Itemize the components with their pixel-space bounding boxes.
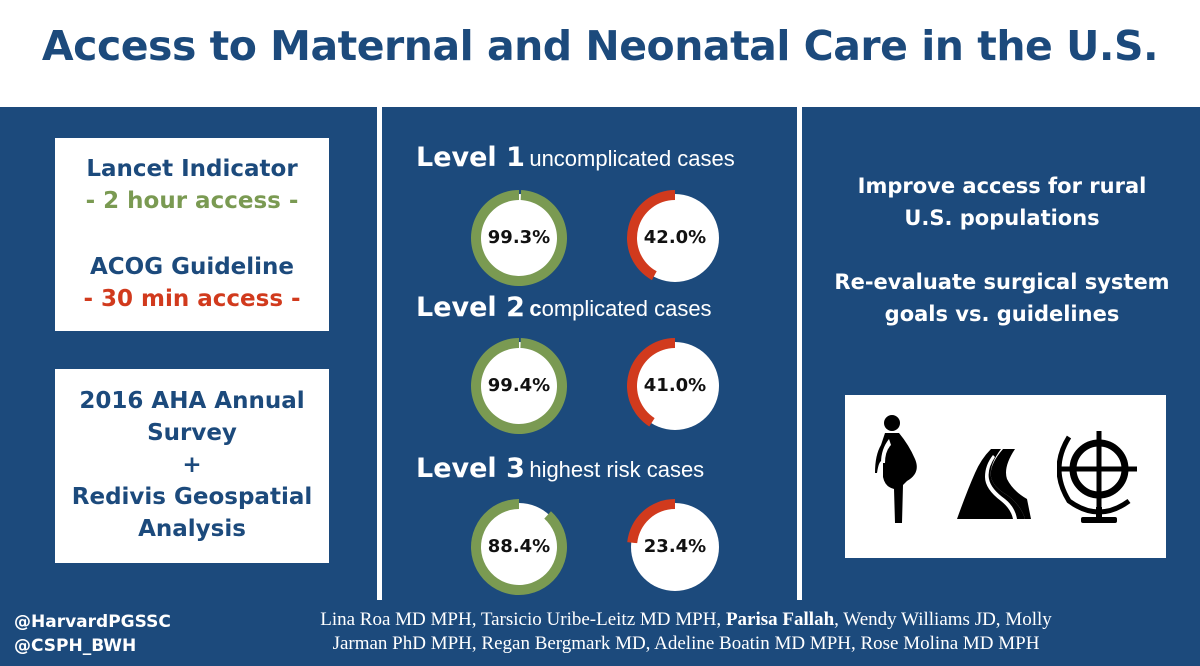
level-3-thirty-min-ring-svg [627,499,719,591]
data-source-plus: + [182,452,202,478]
level-2-thirty-min-ring-svg [627,338,719,430]
level-3-thirty-min-ring: 23.4% [622,494,728,600]
ring-face [475,503,563,591]
level-2-heading: Level 2 complicated cases [416,292,712,323]
data-sources-card: 2016 AHA Annual Survey + Redivis Geospat… [55,369,329,563]
level-3-description: highest risk cases [529,457,705,482]
data-source-line-3: Redivis Geospatial [71,484,313,510]
recommendation-2-line-1: Re-evaluate surgical system [834,270,1170,294]
level-2-thirty-min-arc [627,338,675,427]
column-divider-left [377,107,382,600]
level-3-two-hour-ring-svg [471,499,567,595]
level-1-thirty-min-arc [627,190,675,281]
acog-guideline-label: ACOG Guideline [89,254,295,280]
level-1-heading: Level 1 uncomplicated cases [416,142,735,173]
level-2-description: complicated cases [529,296,711,321]
title-bar: Access to Maternal and Neonatal Care in … [0,0,1200,107]
icon-box [845,395,1166,558]
data-source-line-2: Survey [147,420,237,446]
level-1-label: Level 1 [416,142,525,173]
data-source-line-4: Analysis [138,516,246,542]
ring-face [631,503,719,591]
level-3-heading: Level 3 highest risk cases [416,453,704,484]
acog-access-value: - 30 min access - [83,286,301,312]
level-1-thirty-min-ring: 42.0% [622,185,728,291]
ring-face [631,342,719,430]
recommendation-reevaluate: Re-evaluate surgical system goals vs. gu… [812,266,1192,330]
level-2-thirty-min-ring: 41.0% [622,333,728,439]
level-3-thirty-min-value: 23.4% [643,536,707,557]
level-1-thirty-min-ring-svg [627,190,719,282]
authors-part-2: , Wendy Williams JD, Molly [834,609,1052,630]
authors-part-3: Jarman PhD MPH, Regan Bergmark MD, Adeli… [332,633,1040,654]
recommendation-1-line-1: Improve access for rural [857,174,1147,198]
recommendation-2-line-2: goals vs. guidelines [884,302,1120,326]
ring-face [475,342,563,430]
twitter-handle-csph[interactable]: @CSPH_BWH [14,636,137,656]
level-3-two-hour-value: 88.4% [487,536,551,557]
footer [0,600,1200,666]
page-title: Access to Maternal and Neonatal Care in … [41,22,1159,70]
level-2-description-lead: c [529,296,542,321]
ring-face [475,194,563,282]
level-2-description-rest: omplicated cases [541,296,712,321]
level-3-thirty-min-arc [627,499,675,544]
recommendation-1-line-2: U.S. populations [904,206,1100,230]
level-1-description: uncomplicated cases [529,146,735,171]
column-divider-right [797,107,802,600]
author-list: Lina Roa MD MPH, Tarsicio Uribe-Leitz MD… [236,608,1136,656]
level-2-two-hour-value: 99.4% [487,375,551,396]
level-3-label: Level 3 [416,453,525,484]
level-1-thirty-min-value: 42.0% [643,227,707,248]
globe-icon [1057,431,1137,523]
level-3-two-hour-ring: 88.4% [466,494,572,600]
data-source-line-1: 2016 AHA Annual [79,388,305,414]
twitter-handle-pgssc[interactable]: @HarvardPGSSC [14,612,171,632]
level-2-two-hour-ring: 99.4% [466,333,572,439]
ring-face [631,194,719,282]
lancet-access-value: - 2 hour access - [85,188,299,214]
level-2-thirty-min-value: 41.0% [643,375,707,396]
level-2-label: Level 2 [416,292,525,323]
level-2-two-hour-ring-svg [471,338,567,434]
authors-part-1: Lina Roa MD MPH, Tarsicio Uribe-Leitz MD… [320,609,722,630]
road-icon [957,449,1031,519]
lancet-indicator-label: Lancet Indicator [86,156,298,182]
level-1-two-hour-ring: 99.3% [466,185,572,291]
pregnant-woman-icon [875,415,917,523]
level-1-two-hour-value: 99.3% [487,227,551,248]
level-1-two-hour-ring-svg [471,190,567,286]
access-standards-card: Lancet Indicator - 2 hour access - ACOG … [55,138,329,331]
authors-highlighted: Parisa Fallah [725,609,835,630]
recommendation-rural-access: Improve access for rural U.S. population… [812,170,1192,234]
